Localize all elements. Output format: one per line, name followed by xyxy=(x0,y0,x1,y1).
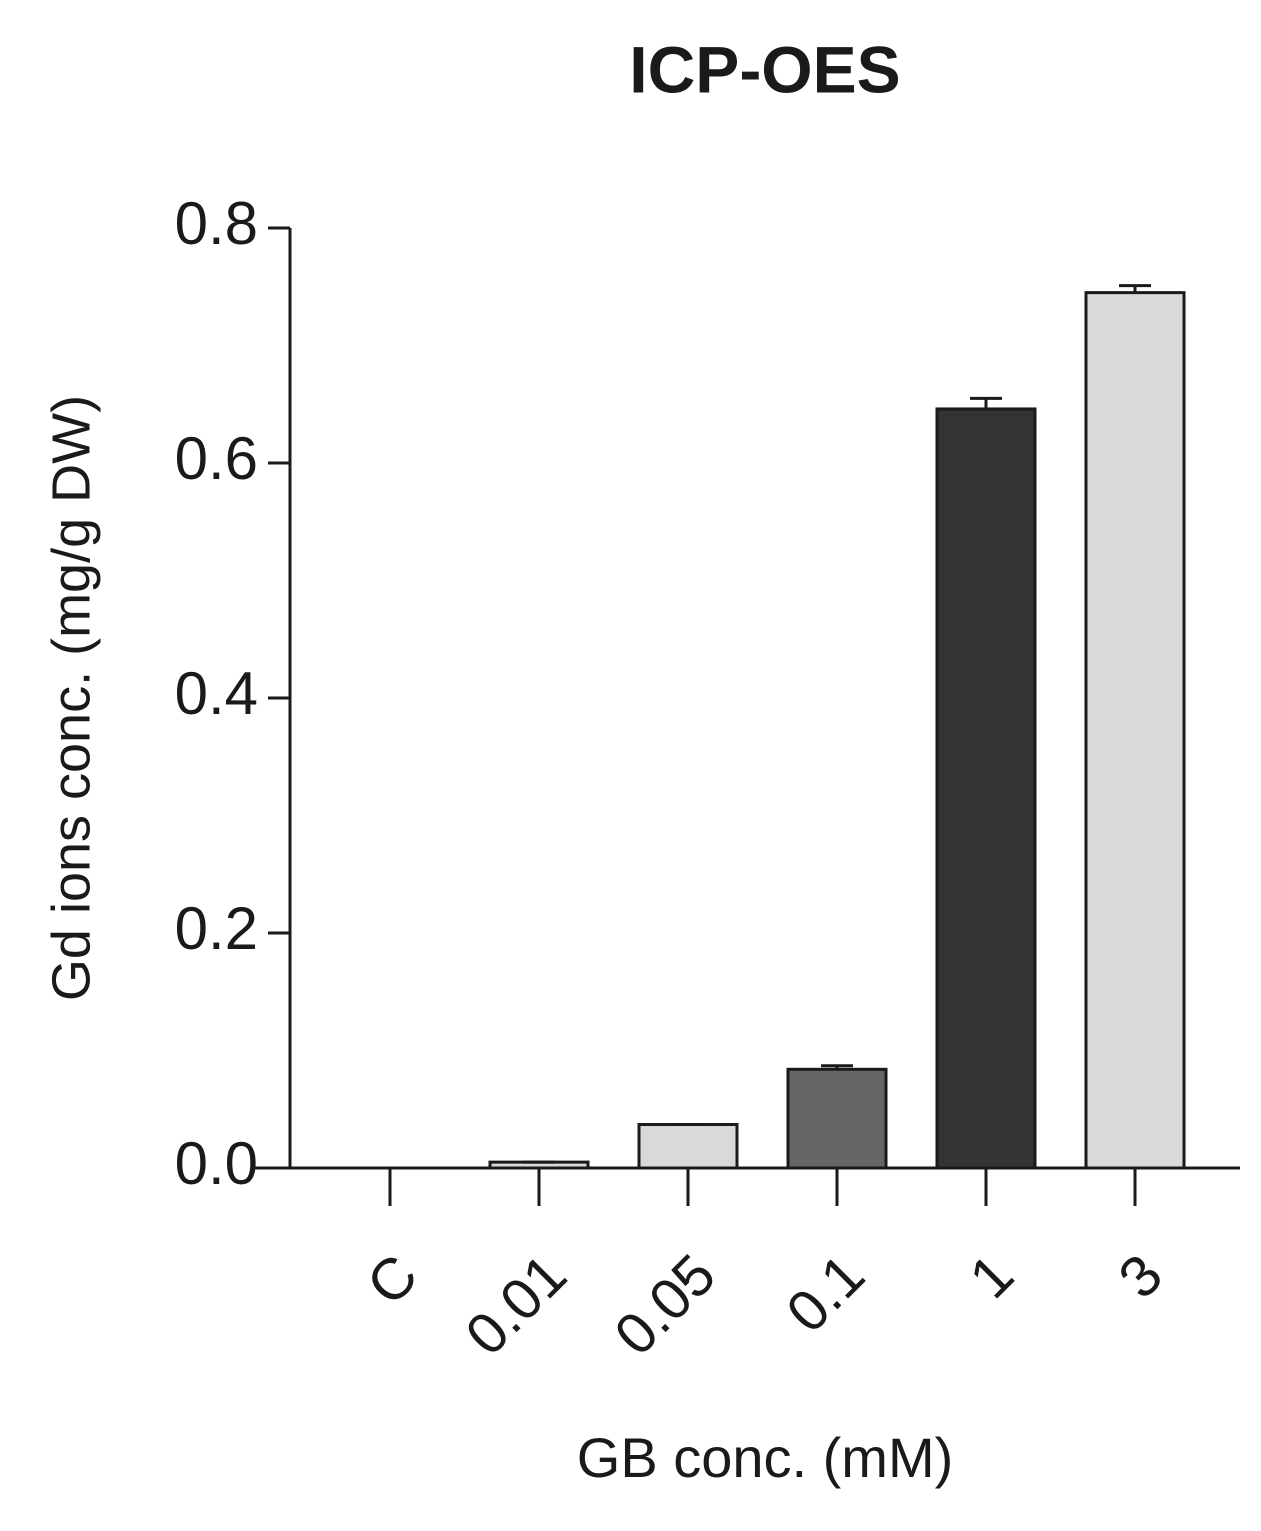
error-bar xyxy=(970,396,1002,409)
y-tick-label: 0.4 xyxy=(175,660,258,727)
chart-title: ICP-OES xyxy=(629,32,900,106)
bar xyxy=(786,1067,888,1170)
x-tick-label: 0.1 xyxy=(774,1242,877,1345)
x-tick-label: 0.01 xyxy=(453,1242,579,1368)
bar xyxy=(1084,291,1186,1170)
x-tick-label: 3 xyxy=(1106,1242,1175,1311)
y-tick-label: 0.0 xyxy=(175,1130,258,1197)
bar xyxy=(935,407,1037,1170)
x-tick-label: C xyxy=(354,1242,430,1318)
x-tick-label: 1 xyxy=(957,1242,1026,1311)
y-axis-label: Gd ions conc. (mg/g DW) xyxy=(41,395,101,1001)
error-bar xyxy=(1119,284,1151,293)
x-axis-label: GB conc. (mM) xyxy=(577,1426,953,1489)
x-tick-label: 0.05 xyxy=(602,1242,728,1368)
bar xyxy=(637,1123,739,1170)
y-tick-label: 0.8 xyxy=(175,190,258,257)
y-tick-label: 0.2 xyxy=(175,895,258,962)
error-bar xyxy=(821,1064,853,1070)
y-tick-label: 0.6 xyxy=(175,425,258,492)
